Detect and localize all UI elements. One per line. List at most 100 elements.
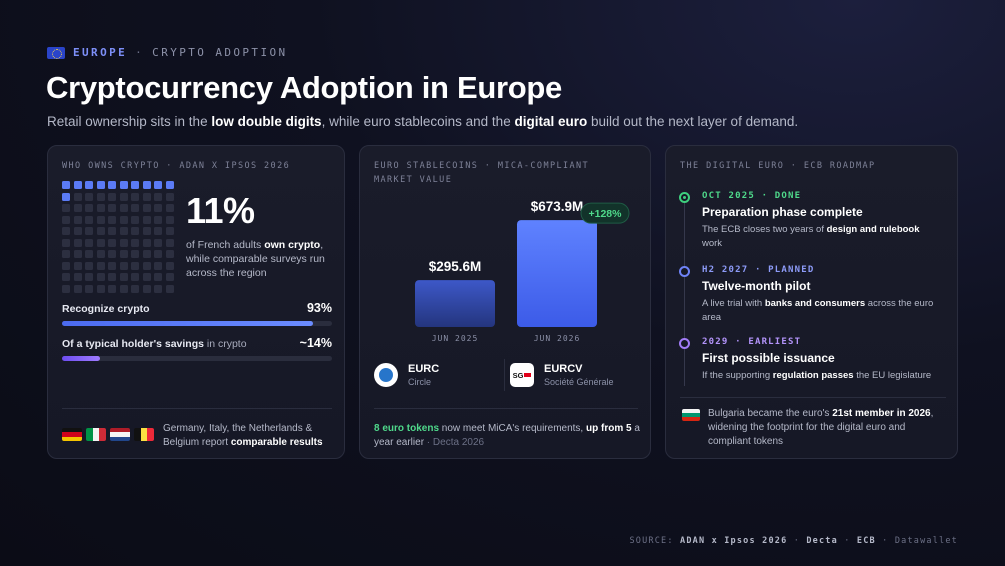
timeline-line: [684, 198, 685, 386]
waffle-cell-owner: [73, 181, 82, 189]
waffle-cell: [131, 215, 139, 224]
waffle-cell: [62, 238, 70, 247]
ownership-card: WHO OWNS CRYPTO · ADAN X IPSOS 2026 11% …: [47, 145, 345, 459]
bar-value-label: $673.9M: [531, 199, 584, 214]
countries-note: Germany, Italy, the Netherlands & Belgiu…: [163, 423, 323, 448]
waffle-cell: [119, 204, 128, 212]
eu-flag-icon: [47, 46, 65, 59]
coin-eurc: EURC Circle: [374, 357, 502, 393]
waffle-cell: [85, 238, 93, 247]
bar-jun-2026: [517, 220, 597, 327]
stablecoin-bar-chart: $295.6M JUN 2025 $673.9M JUN 2026 +128%: [415, 199, 630, 343]
waffle-cell: [131, 250, 139, 258]
germany-flag-icon: [62, 428, 82, 441]
waffle-cell: [119, 192, 128, 201]
waffle-cell: [165, 227, 174, 235]
recognize-crypto-value: 93%: [306, 301, 332, 315]
waffle-cell-owner: [142, 181, 151, 189]
country-flags: [62, 428, 154, 441]
waffle-cell: [73, 215, 82, 224]
ownership-divider: [62, 408, 332, 409]
waffle-cell: [119, 250, 128, 258]
waffle-cell: [73, 261, 82, 270]
waffle-cell: [96, 227, 105, 235]
waffle-cell: [165, 250, 174, 258]
waffle-cell: [73, 238, 82, 247]
milestone-tag: 2029 · EARLIEST: [702, 337, 802, 347]
waffle-cell: [131, 284, 139, 293]
waffle-cell: [142, 250, 151, 258]
kicker-topic: CRYPTO ADOPTION: [152, 46, 288, 59]
savings-share-row: Of a typical holder's savings in crypto …: [62, 336, 332, 361]
waffle-cell: [108, 284, 116, 293]
stablecoins-card: EURO STABLECOINS · MICA-COMPLIANT MARKET…: [359, 145, 651, 459]
waffle-cell: [85, 261, 93, 270]
stablecoins-card-label: EURO STABLECOINS · MICA-COMPLIANT MARKET…: [374, 161, 590, 185]
waffle-cell: [108, 204, 116, 212]
bulgaria-note: Bulgaria became the euro's 21st member i…: [708, 408, 934, 447]
waffle-cell: [73, 227, 82, 235]
waffle-cell: [154, 215, 162, 224]
waffle-cell: [165, 192, 174, 201]
waffle-cell: [108, 238, 116, 247]
waffle-cell-owner: [154, 181, 162, 189]
recognize-crypto-track: [62, 321, 332, 326]
kicker: EUROPE · CRYPTO ADOPTION: [47, 46, 288, 59]
savings-share-track: [62, 356, 332, 361]
waffle-cell-owner: [131, 181, 139, 189]
coin-issuer: Société Générale: [544, 376, 614, 387]
waffle-cell: [85, 215, 93, 224]
waffle-cell: [73, 204, 82, 212]
recognize-crypto-label: Recognize crypto: [62, 303, 150, 315]
waffle-cell: [85, 273, 93, 281]
waffle-cell: [96, 238, 105, 247]
waffle-cell: [165, 273, 174, 281]
waffle-cell: [85, 227, 93, 235]
milestone-earliest-dot-icon: [679, 338, 690, 349]
waffle-cell: [154, 227, 162, 235]
waffle-cell-owner: [96, 181, 105, 189]
bulgaria-flag-icon: [682, 409, 700, 421]
source-footer: SOURCE: ADAN x Ipsos 2026 · Decta · ECB …: [629, 536, 958, 546]
waffle-cell: [142, 227, 151, 235]
eurcv-logo-icon: SG: [510, 363, 534, 387]
waffle-cell: [62, 284, 70, 293]
waffle-cell: [73, 250, 82, 258]
change-badge-label: +128%: [589, 208, 623, 220]
belgium-flag-icon: [134, 428, 154, 441]
ownership-waffle: [62, 181, 174, 293]
savings-share-label: Of a typical holder's savings in crypto: [62, 338, 247, 350]
waffle-cell: [142, 204, 151, 212]
waffle-cell-owner: [119, 181, 128, 189]
waffle-cell: [131, 273, 139, 281]
waffle-cell: [108, 261, 116, 270]
waffle-cell: [108, 215, 116, 224]
waffle-cell: [165, 215, 174, 224]
x-tick-label: JUN 2026: [534, 334, 581, 343]
bar-jun-2025: [415, 280, 495, 327]
waffle-cell: [119, 273, 128, 281]
waffle-cell: [119, 284, 128, 293]
waffle-cell-owner: [62, 181, 70, 189]
waffle-cell: [131, 227, 139, 235]
waffle-cell: [154, 204, 162, 212]
waffle-cell: [142, 273, 151, 281]
waffle-cell: [73, 284, 82, 293]
waffle-cell: [131, 261, 139, 270]
milestone-issuance: 2029 · EARLIEST First possible issuance …: [679, 336, 942, 383]
milestone-desc: If the supporting regulation passes the …: [702, 370, 932, 381]
milestone-title: Preparation phase complete: [702, 205, 863, 219]
waffle-cell: [85, 192, 93, 201]
waffle-cell: [119, 215, 128, 224]
coin-eurcv: SG EURCV Société Générale: [510, 357, 638, 393]
waffle-cell-owner: [85, 181, 93, 189]
digital-euro-card-label: THE DIGITAL EURO · ECB ROADMAP: [680, 161, 876, 171]
waffle-cell: [165, 238, 174, 247]
ownership-card-label: WHO OWNS CRYPTO · ADAN X IPSOS 2026: [62, 161, 291, 171]
coin-name: EURC: [408, 362, 440, 375]
waffle-cell: [62, 204, 70, 212]
milestone-preparation: OCT 2025 · DONE Preparation phase comple…: [679, 190, 942, 250]
milestone-tag: OCT 2025 · DONE: [702, 191, 802, 201]
milestone-desc: The ECB closes two years of design and r…: [702, 224, 920, 249]
milestone-done-dot-icon: [679, 192, 690, 203]
